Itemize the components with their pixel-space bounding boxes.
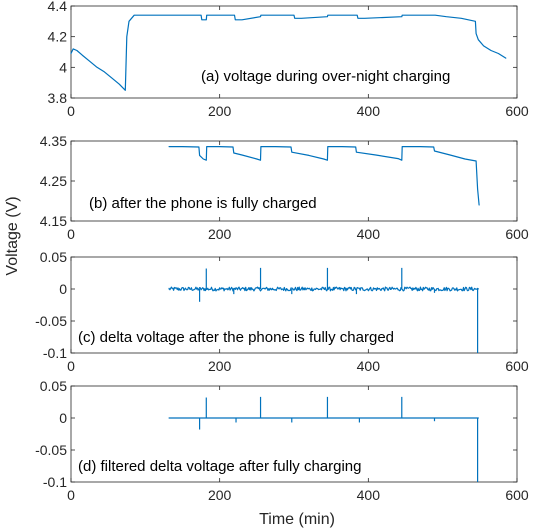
y-tick-label: -0.05 (35, 313, 67, 329)
y-tick-label: 0.05 (40, 378, 67, 394)
x-tick-label: 0 (67, 358, 75, 374)
x-tick-label: 400 (357, 487, 381, 503)
x-tick-label: 600 (505, 226, 529, 242)
y-tick-label: 4.2 (48, 29, 68, 45)
y-tick-label: 0 (59, 410, 67, 426)
x-tick-label: 600 (505, 103, 529, 119)
plot-frame (70, 385, 518, 483)
x-tick-label: 200 (208, 103, 232, 119)
panel-annotation: (c) delta voltage after the phone is ful… (78, 329, 394, 346)
y-tick-label: 4 (59, 59, 67, 75)
y-tick-label: -0.05 (35, 442, 67, 458)
x-tick-label: 400 (357, 103, 381, 119)
y-axis-label: Voltage (V) (4, 196, 21, 275)
panel-c: 0 200 400 600 -0.1 -0.05 0 0.05 (c) delta voltag… (35, 249, 529, 374)
panel-a: 0 200 400 600 3.8 4 4.2 4.4 (a) voltage during o… (48, 0, 529, 119)
x-tick-label: 400 (357, 226, 381, 242)
panel-annotation: (d) filtered delta voltage after fully c… (78, 458, 361, 475)
x-tick-label: 0 (67, 103, 75, 119)
y-tick-label: 4.4 (48, 0, 68, 14)
x-tick-label: 400 (357, 358, 381, 374)
y-tick-label: 0 (59, 281, 67, 297)
voltage-trace (168, 146, 480, 206)
y-tick-label: 4.35 (40, 133, 67, 149)
panel-annotation: (a) voltage during over-night charging (201, 68, 450, 85)
y-tick-label: -0.1 (43, 474, 67, 490)
x-tick-label: 600 (505, 487, 529, 503)
y-tick-label: -0.1 (43, 345, 67, 361)
panel-annotation: (b) after the phone is fully charged (89, 195, 317, 212)
x-tick-label: 200 (208, 358, 232, 374)
y-tick-label: 3.8 (48, 90, 68, 106)
voltage-trace (70, 14, 507, 91)
x-axis-label: Time (min) (259, 511, 335, 528)
plot-frame (70, 5, 518, 99)
x-tick-label: 0 (67, 487, 75, 503)
y-tick-label: 4.25 (40, 173, 67, 189)
panel-b: 0 200 400 600 4.15 4.25 4.35 (b) after the phon… (40, 133, 529, 242)
x-tick-label: 600 (505, 358, 529, 374)
panel-d: 0 200 400 600 -0.1 -0.05 0 0.05 (d) filtered del… (35, 378, 529, 503)
x-tick-label: 0 (67, 226, 75, 242)
x-tick-label: 200 (208, 226, 232, 242)
plot-frame (70, 256, 518, 354)
delta-baseline (168, 286, 479, 292)
y-tick-label: 4.15 (40, 213, 67, 229)
x-tick-label: 200 (208, 487, 232, 503)
y-tick-label: 0.05 (40, 249, 67, 265)
